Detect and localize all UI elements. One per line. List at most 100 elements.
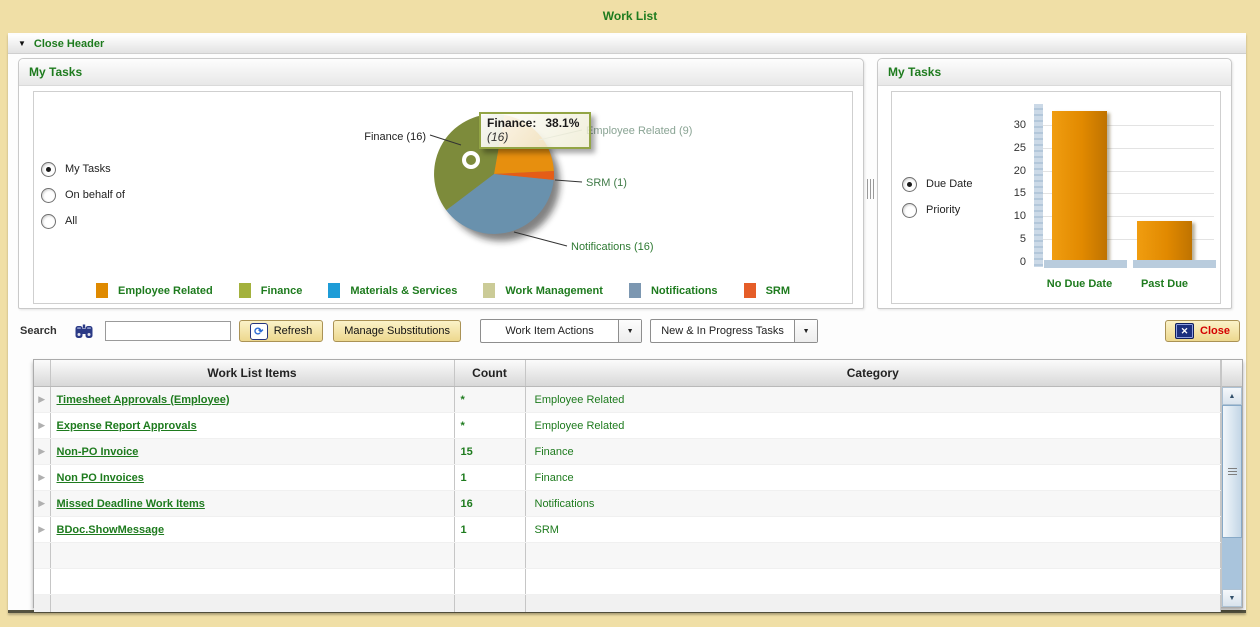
gridline	[1043, 170, 1214, 172]
x-axis-segment	[1044, 260, 1127, 268]
radio-icon	[41, 161, 56, 177]
count-cell: *	[454, 412, 526, 439]
legend-item-employee-related: Employee Related	[95, 283, 213, 298]
refresh-button[interactable]: ⟳ Refresh	[238, 320, 324, 342]
close-button[interactable]: ✕ Close	[1165, 320, 1240, 342]
legend-item-finance: Finance	[238, 283, 303, 298]
legend-item-materials-services: Materials & Services	[328, 283, 457, 298]
pie-panel-header: My Tasks	[19, 59, 863, 86]
work-item-link[interactable]: Non-PO Invoice	[56, 445, 139, 458]
collapse-triangle-icon: ▼	[18, 39, 26, 48]
bar-no-due-date[interactable]	[1052, 111, 1107, 262]
gridline	[1043, 147, 1214, 149]
work-item-actions-value: Work Item Actions	[505, 325, 594, 337]
search-input[interactable]	[104, 321, 231, 341]
work-list-table: Work List Items Count Category ▶ Timesheet …	[33, 359, 1243, 612]
close-header-label: Close Header	[33, 38, 105, 50]
row-expander-icon[interactable]: ▶	[34, 412, 51, 439]
close-header-toggle[interactable]: ▼ Close Header	[8, 35, 1246, 54]
legend-label: Finance	[260, 284, 303, 297]
legend-label: Work Management	[505, 284, 603, 297]
content-area: ▼ Close Header My Tasks My Tasks On behal…	[8, 33, 1246, 613]
row-expander-icon[interactable]: ▶	[34, 490, 51, 517]
my-tasks-bar-panel: My Tasks Due Date Priority 0 5 10 15 20 25 30 No…	[877, 58, 1232, 309]
radio-on-behalf-of[interactable]: On behalf of	[41, 182, 125, 208]
table-row: ▶ Non PO Invoices 1 Finance	[34, 464, 1221, 491]
selected-slice-marker-icon	[462, 151, 480, 169]
pie-slice-srm[interactable]	[494, 171, 554, 180]
row-expander-icon[interactable]: ▶	[34, 464, 51, 491]
scroll-down-arrow-icon[interactable]: ▼	[1222, 589, 1242, 607]
gridline	[1043, 216, 1214, 218]
row-expander-icon[interactable]: ▶	[34, 516, 51, 543]
radio-my-tasks[interactable]: My Tasks	[41, 156, 125, 182]
x-axis-segment	[1133, 260, 1216, 268]
scrollbar-thumb[interactable]	[1222, 405, 1242, 538]
y-tick-label: 20	[1013, 164, 1026, 177]
count-cell: 1	[454, 464, 526, 491]
column-header-category: Category	[525, 360, 1221, 387]
pie-callout-notifications: Notifications (16)	[571, 241, 654, 253]
work-item-link[interactable]: BDoc.ShowMessage	[56, 523, 165, 536]
panel-splitter[interactable]	[864, 58, 877, 309]
radio-icon	[41, 213, 56, 229]
pie-chart[interactable]: Employee Related (9) SRM (1) Notifications…	[34, 92, 852, 269]
pie-slice-notifications[interactable]	[446, 174, 554, 234]
work-item-link[interactable]: Missed Deadline Work Items	[56, 497, 205, 510]
radio-label: My Tasks	[65, 163, 111, 175]
work-item-link[interactable]: Timesheet Approvals (Employee)	[56, 393, 230, 406]
radio-label: On behalf of	[65, 189, 125, 201]
y-tick-label: 5	[1019, 233, 1026, 246]
y-tick-label: 25	[1013, 141, 1026, 154]
column-header-work-list-items: Work List Items	[50, 360, 455, 387]
table-footer-row	[34, 594, 1221, 612]
legend-swatch	[628, 283, 641, 298]
chevron-down-icon[interactable]: ▼	[618, 320, 642, 342]
row-expander-icon[interactable]: ▶	[34, 438, 51, 465]
legend-swatch	[743, 283, 756, 298]
gridline	[1043, 239, 1214, 241]
bar-panel-title: My Tasks	[888, 65, 942, 79]
tooltip-percent: 38.1%	[545, 116, 580, 130]
chart-tooltip: Finance: 38.1% (16)	[479, 112, 591, 149]
legend-label: Materials & Services	[350, 284, 458, 297]
search-label: Search	[20, 325, 57, 337]
legend-label: Employee Related	[117, 284, 213, 297]
vertical-scrollbar[interactable]: ▲ ▼	[1221, 360, 1242, 607]
empty-row	[34, 568, 1221, 595]
work-item-link[interactable]: Non PO Invoices	[56, 471, 144, 484]
refresh-label: Refresh	[273, 325, 313, 337]
legend-item-work-management: Work Management	[483, 283, 603, 298]
radio-due-date[interactable]: Due Date	[902, 171, 972, 197]
count-cell: 16	[454, 490, 526, 517]
scrollbar-track[interactable]	[1222, 405, 1242, 589]
legend-swatch	[328, 283, 341, 298]
radio-label: Due Date	[926, 178, 973, 190]
manage-substitutions-button[interactable]: Manage Substitutions	[333, 320, 462, 342]
radio-all[interactable]: All	[41, 208, 125, 234]
expander-column-header	[34, 360, 51, 387]
bar-chart-area: Due Date Priority 0 5 10 15 20 25 30 No Due Date…	[891, 91, 1221, 304]
y-tick-label: 10	[1013, 210, 1026, 223]
scrollbar-grip-icon	[1227, 467, 1237, 476]
scroll-up-arrow-icon[interactable]: ▲	[1222, 387, 1242, 405]
work-list-table-grid: Work List Items Count Category ▶ Timesheet …	[34, 360, 1221, 612]
pie-callout-finance: Finance (16)	[364, 131, 426, 143]
count-cell: 1	[454, 516, 526, 543]
radio-label: All	[65, 215, 78, 227]
chevron-down-icon[interactable]: ▼	[794, 320, 818, 342]
gridline	[1043, 193, 1214, 195]
table-row: ▶ Timesheet Approvals (Employee) * Employee…	[34, 386, 1221, 413]
pie-callout-employee-related: Employee Related (9)	[586, 125, 692, 137]
work-item-actions-dropdown[interactable]: Work Item Actions ▼	[480, 319, 643, 343]
task-filter-dropdown[interactable]: New & In Progress Tasks ▼	[650, 319, 819, 343]
row-expander-icon[interactable]: ▶	[34, 386, 51, 413]
bar-past-due[interactable]	[1137, 220, 1192, 262]
work-item-link[interactable]: Expense Report Approvals	[56, 419, 197, 432]
radio-priority[interactable]: Priority	[902, 197, 972, 223]
table-row: ▶ Non-PO Invoice 15 Finance	[34, 438, 1221, 465]
radio-icon	[902, 176, 917, 192]
tooltip-count: (16)	[487, 130, 509, 144]
x-category-label: No Due Date	[1046, 278, 1113, 290]
radio-label: Priority	[926, 204, 961, 216]
